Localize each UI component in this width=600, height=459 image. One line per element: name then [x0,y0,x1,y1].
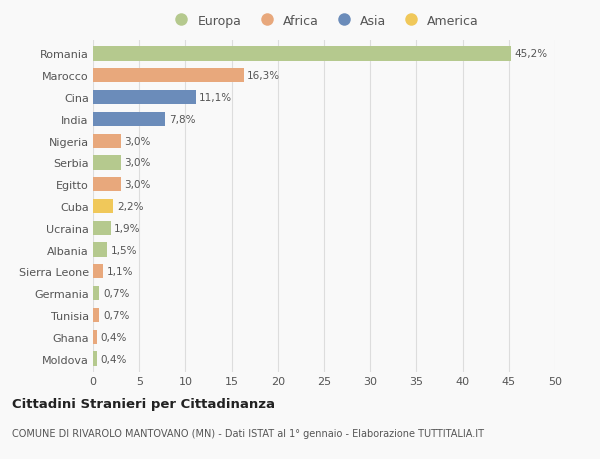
Text: 0,7%: 0,7% [103,310,130,320]
Text: 3,0%: 3,0% [124,136,151,146]
Bar [93,178,121,192]
Text: 2,2%: 2,2% [117,202,143,212]
Bar [93,352,97,366]
Text: 11,1%: 11,1% [199,93,232,103]
Text: 0,7%: 0,7% [103,289,130,298]
Bar [93,112,165,127]
Text: 45,2%: 45,2% [514,50,547,59]
Bar [93,69,244,83]
Text: 3,0%: 3,0% [124,158,151,168]
Text: 0,4%: 0,4% [100,354,127,364]
Text: 0,4%: 0,4% [100,332,127,342]
Bar [93,265,103,279]
Text: 3,0%: 3,0% [124,180,151,190]
Text: 1,1%: 1,1% [107,267,133,277]
Bar [93,286,100,301]
Bar [93,330,97,344]
Bar [93,156,121,170]
Bar [93,200,113,213]
Bar [93,221,110,235]
Text: 1,9%: 1,9% [114,223,141,233]
Text: COMUNE DI RIVAROLO MANTOVANO (MN) - Dati ISTAT al 1° gennaio - Elaborazione TUTT: COMUNE DI RIVAROLO MANTOVANO (MN) - Dati… [12,428,484,438]
Bar [93,308,100,322]
Bar [93,243,107,257]
Text: 7,8%: 7,8% [169,115,195,124]
Bar [93,91,196,105]
Text: Cittadini Stranieri per Cittadinanza: Cittadini Stranieri per Cittadinanza [12,397,275,410]
Text: 16,3%: 16,3% [247,71,280,81]
Text: 1,5%: 1,5% [110,245,137,255]
Legend: Europa, Africa, Asia, America: Europa, Africa, Asia, America [164,10,484,33]
Bar [93,47,511,62]
Bar [93,134,121,148]
